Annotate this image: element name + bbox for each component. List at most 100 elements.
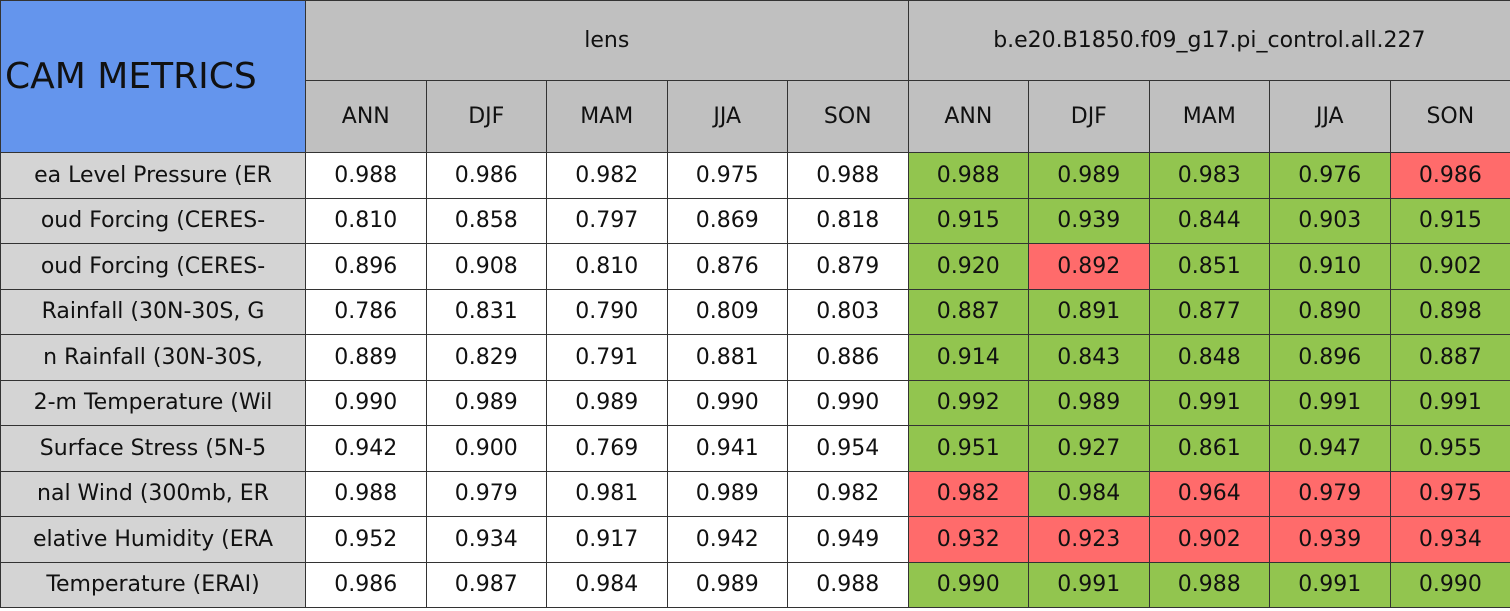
lens-cell: 0.982 xyxy=(787,470,909,517)
case-cell: 0.991 xyxy=(1269,379,1391,426)
case-cell: 0.947 xyxy=(1269,425,1391,472)
lens-cell: 0.858 xyxy=(425,197,547,244)
case-cell: 0.896 xyxy=(1269,334,1391,381)
lens-cell: 0.881 xyxy=(666,334,788,381)
case-cell: 0.991 xyxy=(1028,561,1150,608)
lens-cell: 0.818 xyxy=(787,197,909,244)
lens-cell: 0.989 xyxy=(666,470,788,517)
lens-cell: 0.984 xyxy=(546,561,668,608)
case-cell: 0.982 xyxy=(907,470,1030,517)
case-cell: 0.964 xyxy=(1148,470,1271,517)
row-label: n Rainfall (30N-30S, xyxy=(0,334,306,381)
lens-cell: 0.988 xyxy=(787,561,909,608)
case-cell: 0.975 xyxy=(1389,470,1510,517)
row-label: nal Wind (300mb, ER xyxy=(0,470,306,517)
lens-cell: 0.990 xyxy=(666,379,788,426)
group-header: b.e20.B1850.f09_g17.pi_control.all.227 xyxy=(907,0,1510,81)
case-cell: 0.951 xyxy=(907,425,1030,472)
case-cell: 0.989 xyxy=(1028,379,1150,426)
case-cell: 0.914 xyxy=(907,334,1030,381)
lens-cell: 0.989 xyxy=(425,379,547,426)
lens-cell: 0.876 xyxy=(666,243,788,290)
row-label: ea Level Pressure (ER xyxy=(0,152,306,199)
lens-cell: 0.989 xyxy=(666,561,788,608)
case-cell: 0.892 xyxy=(1028,243,1150,290)
row-label: oud Forcing (CERES- xyxy=(0,243,306,290)
lens-cell: 0.786 xyxy=(305,288,427,335)
season-header: SON xyxy=(1389,80,1510,153)
lens-cell: 0.954 xyxy=(787,425,909,472)
case-cell: 0.898 xyxy=(1389,288,1510,335)
lens-cell: 0.988 xyxy=(787,152,909,199)
case-cell: 0.990 xyxy=(1389,561,1510,608)
case-cell: 0.990 xyxy=(907,561,1030,608)
lens-cell: 0.934 xyxy=(425,516,547,563)
lens-cell: 0.986 xyxy=(425,152,547,199)
case-cell: 0.915 xyxy=(1389,197,1510,244)
case-cell: 0.934 xyxy=(1389,516,1510,563)
data-row: Temperature (ERAI) 0.986 0.987 0.984 0.989 0.… xyxy=(0,561,1510,608)
row-label: Surface Stress (5N-5 xyxy=(0,425,306,472)
lens-cell: 0.982 xyxy=(546,152,668,199)
lens-cell: 0.886 xyxy=(787,334,909,381)
season-row: ANN DJF MAM JJA SON ANN DJF MAM JJA SON xyxy=(1,80,1510,153)
lens-cell: 0.988 xyxy=(305,152,427,199)
case-cell: 0.920 xyxy=(907,243,1030,290)
season-header: JJA xyxy=(1269,80,1391,153)
data-row: 2-m Temperature (Wil 0.990 0.989 0.989 0.990… xyxy=(0,379,1510,426)
row-label: elative Humidity (ERA xyxy=(0,516,306,563)
case-cell: 0.910 xyxy=(1269,243,1391,290)
lens-cell: 0.790 xyxy=(546,288,668,335)
case-cell: 0.979 xyxy=(1269,470,1391,517)
data-row: nal Wind (300mb, ER 0.988 0.979 0.981 0.989 0… xyxy=(0,470,1510,517)
lens-cell: 0.990 xyxy=(305,379,427,426)
lens-cell: 0.797 xyxy=(546,197,668,244)
case-cell: 0.915 xyxy=(907,197,1030,244)
case-cell: 0.939 xyxy=(1269,516,1391,563)
lens-cell: 0.769 xyxy=(546,425,668,472)
case-cell: 0.976 xyxy=(1269,152,1391,199)
case-cell: 0.992 xyxy=(907,379,1030,426)
data-row: oud Forcing (CERES- 0.896 0.908 0.810 0.876 0… xyxy=(0,243,1510,290)
case-cell: 0.932 xyxy=(907,516,1030,563)
case-cell: 0.955 xyxy=(1389,425,1510,472)
lens-cell: 0.952 xyxy=(305,516,427,563)
case-cell: 0.927 xyxy=(1028,425,1150,472)
lens-cell: 0.917 xyxy=(546,516,668,563)
case-cell: 0.989 xyxy=(1028,152,1150,199)
lens-cell: 0.989 xyxy=(546,379,668,426)
data-row: n Rainfall (30N-30S, 0.889 0.829 0.791 0.881… xyxy=(0,334,1510,381)
case-cell: 0.939 xyxy=(1028,197,1150,244)
lens-cell: 0.990 xyxy=(787,379,909,426)
lens-cell: 0.987 xyxy=(425,561,547,608)
season-header: SON xyxy=(787,80,909,153)
season-header: MAM xyxy=(1148,80,1271,153)
season-header: ANN xyxy=(305,80,427,153)
season-header: DJF xyxy=(1028,80,1150,153)
case-cell: 0.843 xyxy=(1028,334,1150,381)
lens-cell: 0.831 xyxy=(425,288,547,335)
lens-cell: 0.879 xyxy=(787,243,909,290)
case-cell: 0.903 xyxy=(1269,197,1391,244)
row-label: Temperature (ERAI) xyxy=(0,561,306,608)
data-row: elative Humidity (ERA 0.952 0.934 0.917 0.94… xyxy=(0,516,1510,563)
lens-cell: 0.896 xyxy=(305,243,427,290)
season-header: ANN xyxy=(907,80,1030,153)
case-cell: 0.891 xyxy=(1028,288,1150,335)
case-cell: 0.988 xyxy=(907,152,1030,199)
lens-cell: 0.942 xyxy=(666,516,788,563)
case-cell: 0.887 xyxy=(1389,334,1510,381)
season-header: DJF xyxy=(425,80,547,153)
lens-cell: 0.949 xyxy=(787,516,909,563)
lens-cell: 0.988 xyxy=(305,470,427,517)
table-title: CAM METRICS xyxy=(0,0,306,153)
case-cell: 0.844 xyxy=(1148,197,1271,244)
lens-cell: 0.942 xyxy=(305,425,427,472)
case-cell: 0.890 xyxy=(1269,288,1391,335)
lens-cell: 0.981 xyxy=(546,470,668,517)
case-cell: 0.923 xyxy=(1028,516,1150,563)
lens-cell: 0.889 xyxy=(305,334,427,381)
season-header: MAM xyxy=(546,80,668,153)
